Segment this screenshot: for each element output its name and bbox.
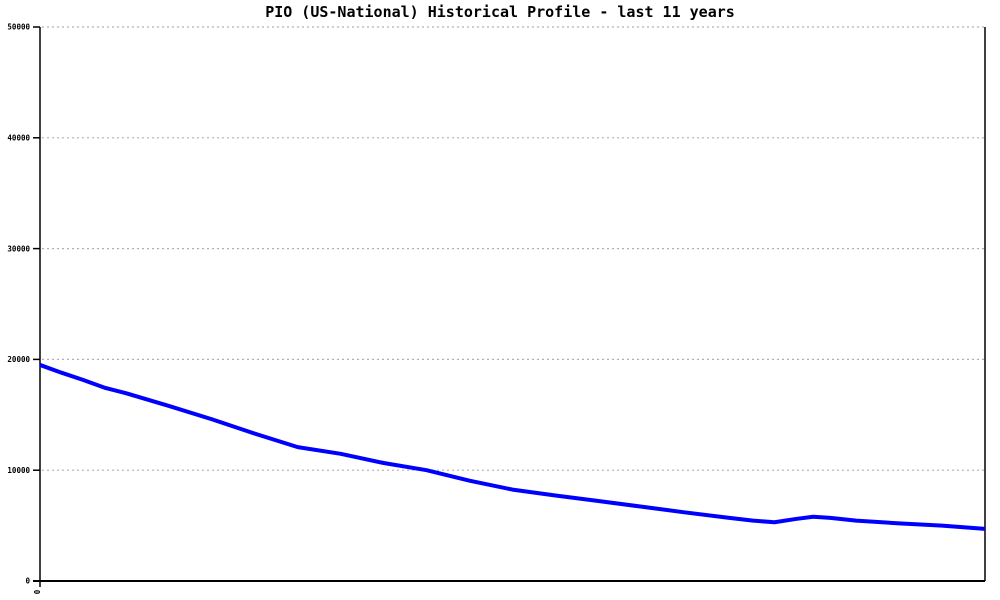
series-line [39,363,986,531]
chart-title: PIO (US-National) Historical Profile - l… [265,3,735,21]
y-tick-label: 0 [25,577,30,586]
y-tick-label: 40000 [7,134,30,143]
x-tick-label: 0 [33,589,42,594]
y-tick-label: 50000 [7,23,30,32]
y-tick-label: 10000 [7,466,30,475]
y-tick-label: 20000 [7,355,30,364]
y-tick-label: 30000 [7,244,30,253]
